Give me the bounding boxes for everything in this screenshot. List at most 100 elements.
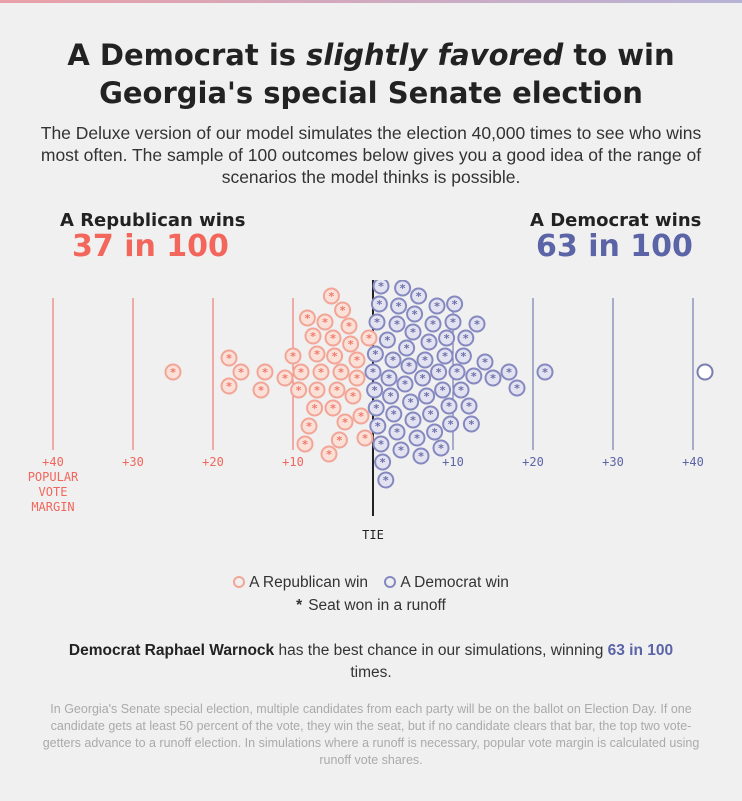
runoff-star-icon: * <box>440 384 446 397</box>
runoff-star-icon: * <box>424 390 430 403</box>
democrat-outcome-dot <box>444 313 462 331</box>
tick-label-rep: +20 <box>202 455 224 469</box>
runoff-star-icon: * <box>394 426 400 439</box>
runoff-star-icon: * <box>312 402 318 415</box>
legend-democrat-ring-icon <box>384 576 397 588</box>
republican-outcome-dot <box>340 317 358 335</box>
summary-candidate: Democrat Raphael Warnock <box>68 642 275 659</box>
democrat-outcome-dot <box>420 333 438 351</box>
runoff-star-icon: * <box>430 318 436 331</box>
runoff-star-icon: * <box>296 384 302 397</box>
democrat-outcome-dot <box>468 315 486 333</box>
republican-outcome-dot <box>308 345 326 363</box>
runoff-star-icon: * <box>408 396 414 409</box>
democrat-outcome-dot <box>442 415 460 433</box>
democrat-outcome-dot <box>462 415 480 433</box>
page-title: A Democrat is slightly favored to win Ge… <box>0 36 742 112</box>
tie-label: TIE <box>362 528 384 542</box>
legend-runoff: * Seat won in a runoff <box>0 597 742 615</box>
republican-outcome-dot <box>296 435 314 453</box>
republican-wins-count: 37 in 100 <box>72 229 229 264</box>
runoff-star-icon: * <box>444 332 450 345</box>
republican-outcome-dot <box>322 287 340 305</box>
republican-outcome-dot <box>300 417 318 435</box>
summary-text: Democrat Raphael Warnock has the best ch… <box>40 640 702 684</box>
democrat-outcome-dot <box>422 405 440 423</box>
runoff-star-icon: * <box>402 378 408 391</box>
democrat-outcome-dot <box>438 329 456 347</box>
runoff-star-icon: * <box>514 382 520 395</box>
legend-republican-label: A Republican win <box>249 574 369 591</box>
runoff-star-icon: * <box>374 316 380 329</box>
runoff-star-icon: * <box>446 400 452 413</box>
runoff-star-icon: * <box>442 350 448 363</box>
republican-outcome-dot <box>330 431 348 449</box>
democrat-outcome-dot <box>430 363 448 381</box>
democrat-outcome-dot <box>448 363 466 381</box>
runoff-star-icon: * <box>258 384 264 397</box>
democrat-outcome-dot <box>370 295 388 313</box>
republican-outcome-dot <box>336 413 354 431</box>
runoff-star-icon: * <box>348 338 354 351</box>
legend-republican: A Republican win <box>233 574 368 592</box>
runoff-star-icon: * <box>391 408 397 421</box>
republican-outcome-dot <box>320 445 338 463</box>
democrat-outcome-dot <box>404 411 422 429</box>
democrat-outcome-dot <box>388 315 406 333</box>
republican-outcome-dot <box>256 363 274 381</box>
runoff-star-icon: * <box>386 372 392 385</box>
page-subtitle: The Deluxe version of our model simulate… <box>40 123 702 187</box>
democrat-outcome-dot <box>367 399 385 417</box>
runoff-star-icon: * <box>396 300 402 313</box>
democrat-outcome-dot <box>460 397 478 415</box>
republican-outcome-dot <box>352 407 370 425</box>
runoff-star-icon: * <box>385 334 391 347</box>
runoff-star-icon: * <box>400 282 406 295</box>
democrat-outcome-dot <box>380 369 398 387</box>
democrat-outcome-dot <box>536 363 554 381</box>
runoff-star-icon: * <box>414 432 420 445</box>
republican-outcome-dot <box>344 387 362 405</box>
runoff-star-icon: * <box>542 366 548 379</box>
democrat-outcome-dot <box>476 353 494 371</box>
democrat-outcome-dot <box>416 351 434 369</box>
democrat-outcome-dot <box>500 363 518 381</box>
democrat-outcome-dot <box>384 351 402 369</box>
runoff-star-icon: * <box>262 366 268 379</box>
runoff-star-icon: * <box>330 332 336 345</box>
runoff-star-icon: * <box>434 300 440 313</box>
runoff-star-icon: * <box>469 418 475 431</box>
democrat-wins-heading: A Democrat wins <box>530 210 702 231</box>
runoff-star-icon: * <box>290 350 296 363</box>
republican-outcome-dot <box>312 363 330 381</box>
runoff-star-icon: * <box>398 444 404 457</box>
democrat-outcome-dot <box>436 347 454 365</box>
democrat-outcome-dot <box>366 381 384 399</box>
axis-label-popular-vote-margin: POPULAR <box>28 470 79 484</box>
runoff-star-icon: * <box>305 312 311 325</box>
republican-outcome-dot <box>348 351 366 369</box>
runoff-star-icon: * <box>448 418 454 431</box>
democrat-outcome-dot <box>452 381 470 399</box>
title-line1-pre: A Democrat is <box>67 38 297 72</box>
runoff-star-icon: * <box>350 390 356 403</box>
republican-outcome-dot <box>284 347 302 365</box>
top-accent-bar <box>0 0 742 3</box>
democrat-outcome-dot <box>424 315 442 333</box>
tick-label-dem: +20 <box>522 455 544 469</box>
runoff-star-icon: * <box>334 384 340 397</box>
republican-outcome-dot <box>342 335 360 353</box>
runoff-star-icon: * <box>373 348 379 361</box>
republican-outcome-dot <box>232 363 250 381</box>
republican-outcome-dot <box>298 309 316 327</box>
legend-runoff-label: Seat won in a runoff <box>308 597 446 614</box>
runoff-star-icon: * <box>302 438 308 451</box>
democrat-outcome-dot <box>412 447 430 465</box>
runoff-star-icon: * <box>298 366 304 379</box>
tick-label-dem: +40 <box>682 455 704 469</box>
democrat-outcome-dot <box>404 323 422 341</box>
runoff-star-icon: * <box>354 372 360 385</box>
runoff-star-icon: * <box>426 336 432 349</box>
democrat-outcome-dot <box>428 297 446 315</box>
runoff-star-icon: * <box>378 280 384 293</box>
